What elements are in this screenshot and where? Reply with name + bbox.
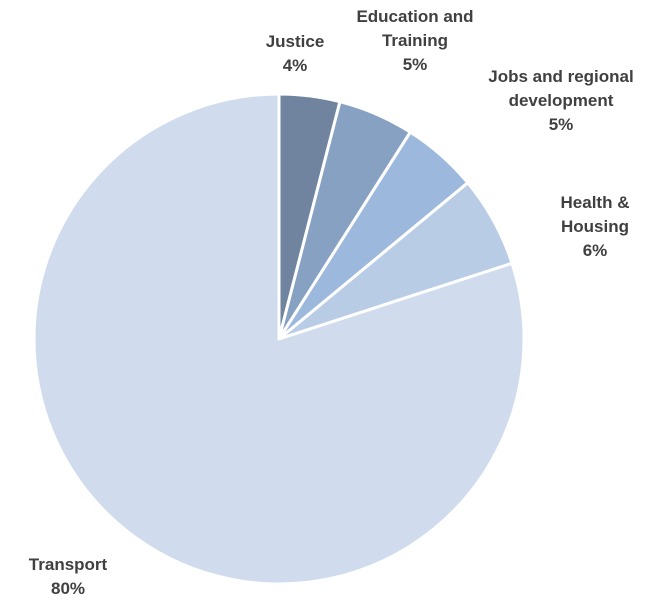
pie-slice-4 bbox=[32, 92, 526, 586]
slice-value-label: 4% bbox=[283, 56, 308, 75]
slice-category-label: Education and bbox=[356, 7, 473, 26]
slice-value-label: 5% bbox=[403, 55, 428, 74]
slice-category-label: Housing bbox=[561, 217, 629, 236]
slice-category-label: Training bbox=[382, 31, 448, 50]
slice-category-label: Jobs and regional bbox=[488, 67, 633, 86]
slice-category-label: Justice bbox=[266, 32, 325, 51]
slice-category-label: Health & bbox=[561, 193, 630, 212]
pie-labels: Justice 4%Education and Training 5%Jobs and… bbox=[29, 7, 634, 598]
slice-value-label: 6% bbox=[583, 241, 608, 260]
pie-slices bbox=[32, 92, 526, 586]
slice-category-label: development bbox=[509, 91, 614, 110]
slice-category-label: Transport bbox=[29, 555, 108, 574]
slice-label-0: Justice 4% bbox=[266, 32, 325, 75]
slice-value-label: 5% bbox=[549, 115, 574, 134]
slice-label-4: Transport 80% bbox=[29, 555, 108, 598]
slice-label-3: Health & Housing 6% bbox=[561, 193, 630, 260]
slice-label-2: Jobs and regional development 5% bbox=[488, 67, 633, 134]
slice-value-label: 80% bbox=[51, 579, 85, 598]
slice-label-1: Education and Training 5% bbox=[356, 7, 473, 74]
